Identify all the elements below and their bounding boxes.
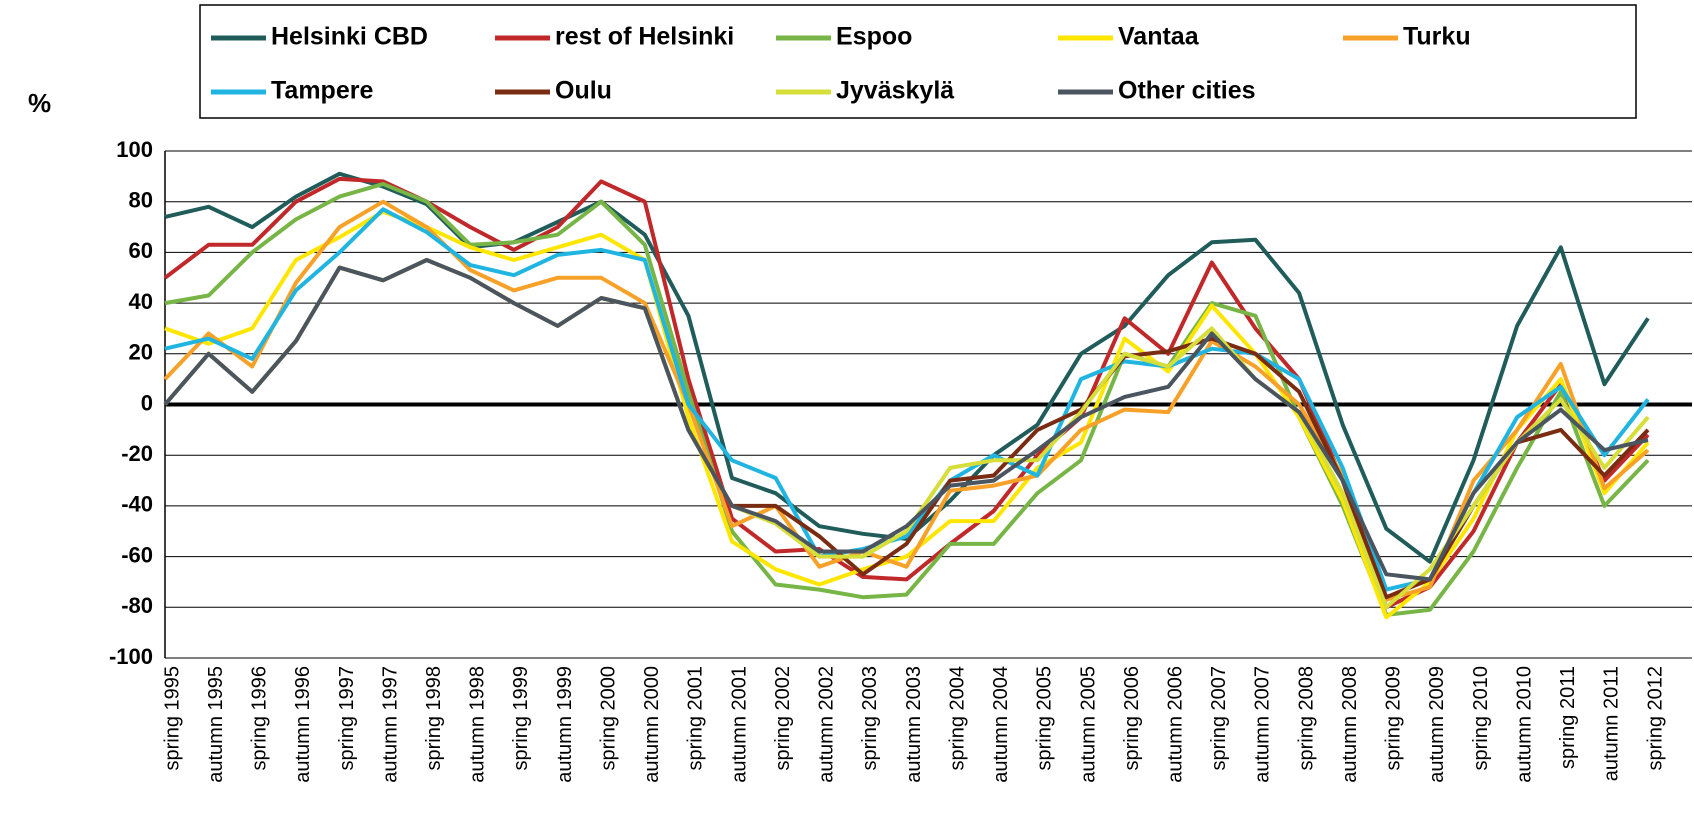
- legend-label: Turku: [1403, 23, 1471, 51]
- x-tick-label: spring 2005: [1034, 666, 1056, 771]
- y-tick-label: -20: [121, 441, 153, 466]
- x-tick-label: spring 2001: [685, 666, 707, 771]
- x-tick-label: spring 2009: [1383, 666, 1405, 771]
- legend-label: Other cities: [1118, 77, 1256, 105]
- y-axis-label: %: [28, 88, 51, 118]
- x-tick-label: autumn 2010: [1513, 666, 1535, 783]
- y-tick-label: 60: [129, 238, 153, 263]
- legend-label: Helsinki CBD: [271, 23, 428, 51]
- x-tick-label: spring 2010: [1470, 666, 1492, 771]
- y-tick-label: 80: [129, 188, 153, 213]
- x-tick-label: autumn 1996: [292, 666, 314, 783]
- x-tick-label: spring 2007: [1208, 666, 1230, 771]
- x-tick-label: spring 1996: [249, 666, 271, 771]
- series-line: [163, 258, 1650, 600]
- x-tick-label: spring 2006: [1121, 666, 1143, 771]
- x-tick-label: autumn 2003: [903, 666, 925, 783]
- x-tick-label: autumn 2008: [1339, 666, 1361, 783]
- x-tick-label: spring 1995: [161, 666, 183, 771]
- x-tick-label: autumn 2004: [990, 666, 1012, 783]
- x-tick-label: spring 1998: [423, 666, 445, 771]
- x-tick-label: autumn 2001: [728, 666, 750, 783]
- legend-label: Espoo: [836, 23, 912, 51]
- x-tick-label: autumn 2006: [1164, 666, 1186, 783]
- x-tick-label: autumn 2009: [1426, 666, 1448, 783]
- series-line: [164, 207, 1650, 592]
- x-tick-label: spring 2011: [1557, 666, 1579, 769]
- y-tick-label: -60: [121, 542, 153, 567]
- legend-label: Jyväskylä: [836, 77, 954, 105]
- y-tick-label: 100: [116, 137, 153, 162]
- x-tick-label: autumn 2007: [1252, 666, 1274, 783]
- series-line: [164, 171, 1650, 564]
- legend-label: Vantaa: [1118, 23, 1200, 51]
- x-tick-label: spring 2008: [1295, 666, 1317, 771]
- legend-label: rest of Helsinki: [555, 23, 734, 51]
- x-tick-label: spring 1997: [336, 666, 358, 771]
- y-tick-label: 20: [129, 340, 153, 365]
- y-tick-label: 40: [129, 289, 153, 314]
- y-tick-label: -100: [109, 644, 153, 669]
- x-tick-label: spring 2004: [946, 666, 968, 771]
- series-line: [164, 209, 1650, 620]
- y-tick-label: -40: [121, 492, 153, 517]
- series-line: [163, 258, 1649, 582]
- legend-box: [199, 4, 1637, 119]
- x-tick-label: spring 2002: [772, 666, 794, 771]
- x-tick-label: autumn 1998: [467, 666, 489, 783]
- x-tick-label: autumn 1999: [554, 666, 576, 783]
- x-tick-label: spring 1999: [510, 666, 532, 771]
- x-tick-label: spring 2000: [597, 666, 619, 771]
- x-tick-label: autumn 2011: [1601, 666, 1623, 781]
- x-tick-label: spring 2003: [859, 666, 881, 771]
- x-tick-label: autumn 2002: [816, 666, 838, 783]
- y-tick-label: 0: [141, 390, 153, 415]
- y-tick-label: -80: [121, 593, 153, 618]
- x-tick-label: spring 2012: [1644, 666, 1666, 771]
- x-tick-label: autumn 1995: [205, 666, 227, 783]
- x-tick-label: autumn 2005: [1077, 666, 1099, 783]
- legend-label: Oulu: [555, 77, 612, 105]
- series-line: [164, 182, 1650, 617]
- x-tick-label: autumn 1997: [379, 666, 401, 783]
- legend-label: Tampere: [271, 77, 373, 105]
- x-tick-label: autumn 2000: [641, 666, 663, 783]
